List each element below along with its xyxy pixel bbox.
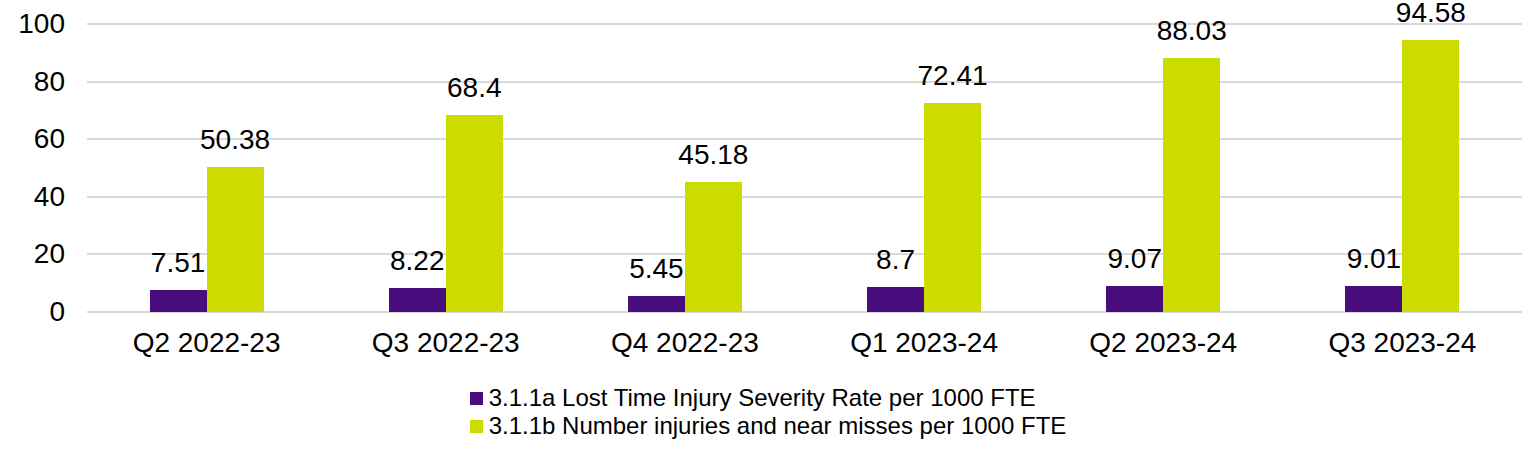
legend-swatch-icon <box>470 420 483 433</box>
data-label: 9.07 <box>1107 245 1162 273</box>
bar-series-lost-time-injury: 5.45 <box>628 296 685 312</box>
y-axis-tick-label: 60 <box>0 125 65 153</box>
bar-group: 9.0194.58 <box>1283 0 1522 312</box>
data-label: 7.51 <box>151 249 206 277</box>
bar-group: 9.0788.03 <box>1044 0 1283 312</box>
y-axis-tick-label: 40 <box>0 183 65 211</box>
plot-area: 7.5150.388.2268.45.4545.188.772.419.0788… <box>87 0 1522 312</box>
data-label: 88.03 <box>1157 17 1227 45</box>
legend-item: 3.1.1a Lost Time Injury Severity Rate pe… <box>470 384 1036 412</box>
x-axis-category-label: Q2 2023-24 <box>1044 329 1283 357</box>
bar-pair: 5.4545.18 <box>628 182 742 312</box>
data-label: 5.45 <box>629 255 684 283</box>
bar-series-lost-time-injury: 9.07 <box>1106 286 1163 312</box>
y-axis-tick-label: 20 <box>0 240 65 268</box>
data-label: 8.7 <box>876 246 915 274</box>
data-label: 72.41 <box>918 62 988 90</box>
bar-series-injuries-near-misses: 45.18 <box>685 182 742 312</box>
bar-group: 7.5150.38 <box>87 0 326 312</box>
bar-pair: 8.2268.4 <box>389 115 503 312</box>
bar-series-injuries-near-misses: 88.03 <box>1163 58 1220 312</box>
bar-series-lost-time-injury: 8.22 <box>389 288 446 312</box>
grouped-bar-chart: 020406080100 7.5150.388.2268.45.4545.188… <box>0 0 1536 454</box>
data-label: 8.22 <box>390 247 445 275</box>
bar-series-injuries-near-misses: 50.38 <box>207 167 264 312</box>
y-axis-tick-label: 100 <box>0 10 65 38</box>
legend-item-label: 3.1.1b Number injuries and near misses p… <box>489 412 1067 440</box>
bar-series-lost-time-injury: 7.51 <box>150 290 207 312</box>
data-label: 94.58 <box>1396 0 1466 27</box>
bar-series-injuries-near-misses: 72.41 <box>924 103 981 312</box>
bar-pair: 8.772.41 <box>867 103 981 312</box>
data-label: 45.18 <box>678 141 748 169</box>
data-label: 50.38 <box>200 126 270 154</box>
bar-series-lost-time-injury: 8.7 <box>867 287 924 312</box>
x-axis-category-label: Q1 2023-24 <box>805 329 1044 357</box>
y-axis-tick-label: 80 <box>0 68 65 96</box>
bar-group: 5.4545.18 <box>565 0 804 312</box>
x-axis-category-label: Q3 2023-24 <box>1283 329 1522 357</box>
data-label: 68.4 <box>447 74 502 102</box>
bar-series-injuries-near-misses: 68.4 <box>446 115 503 312</box>
x-axis-category-label: Q4 2022-23 <box>565 329 804 357</box>
bar-group: 8.772.41 <box>805 0 1044 312</box>
x-axis-category-label: Q2 2022-23 <box>87 329 326 357</box>
chart-legend: 3.1.1a Lost Time Injury Severity Rate pe… <box>0 384 1536 440</box>
x-axis-category-label: Q3 2022-23 <box>326 329 565 357</box>
data-label: 9.01 <box>1347 245 1402 273</box>
x-axis: Q2 2022-23Q3 2022-23Q4 2022-23Q1 2023-24… <box>87 329 1522 361</box>
bar-series-injuries-near-misses: 94.58 <box>1402 40 1459 312</box>
bar-series-lost-time-injury: 9.01 <box>1345 286 1402 312</box>
y-axis-tick-label: 0 <box>0 298 65 326</box>
y-axis: 020406080100 <box>0 0 65 312</box>
bar-pair: 9.0194.58 <box>1345 40 1459 312</box>
chart-legend-items: 3.1.1a Lost Time Injury Severity Rate pe… <box>470 384 1067 440</box>
legend-item: 3.1.1b Number injuries and near misses p… <box>470 412 1067 440</box>
legend-swatch-icon <box>470 392 483 405</box>
legend-item-label: 3.1.1a Lost Time Injury Severity Rate pe… <box>489 384 1036 412</box>
bar-group: 8.2268.4 <box>326 0 565 312</box>
bar-pair: 7.5150.38 <box>150 167 264 312</box>
bar-pair: 9.0788.03 <box>1106 58 1220 312</box>
